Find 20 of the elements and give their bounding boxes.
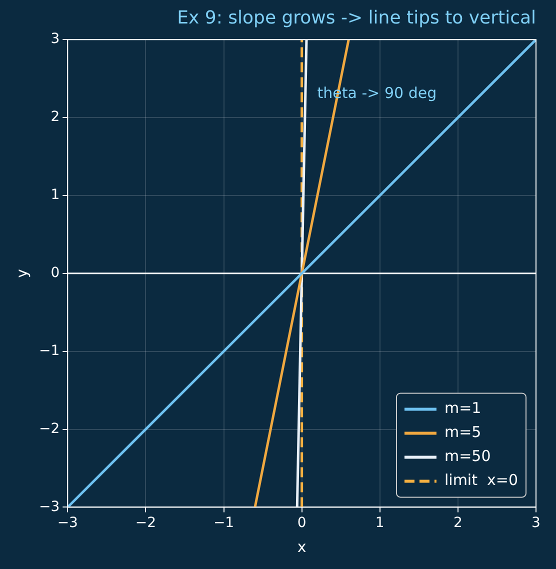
y-axis-title: y [12,268,31,278]
legend-label: m=1 [444,399,482,418]
legend-label: limit x=0 [444,471,518,490]
y-tick-label: −3 [38,498,60,515]
y-tick-label: 3 [50,31,60,48]
y-tick-label: 2 [50,109,60,126]
y-tick-label: −2 [38,420,60,437]
x-tick-label: −1 [213,515,234,532]
legend-label: m=5 [444,423,482,442]
x-tick-label: 1 [375,515,384,532]
x-tick-label: −2 [135,515,156,532]
legend-label: m=50 [444,447,491,466]
chart-title: Ex 9: slope grows -> line tips to vertical [177,7,536,28]
x-tick-label: 2 [453,515,462,532]
x-axis-title: x [297,538,306,556]
y-tick-label: 0 [50,265,60,282]
x-tick-label: 3 [532,515,540,532]
x-tick-label: 0 [297,515,306,532]
y-tick-label: 1 [50,187,60,204]
y-tick-label: −1 [38,342,60,359]
